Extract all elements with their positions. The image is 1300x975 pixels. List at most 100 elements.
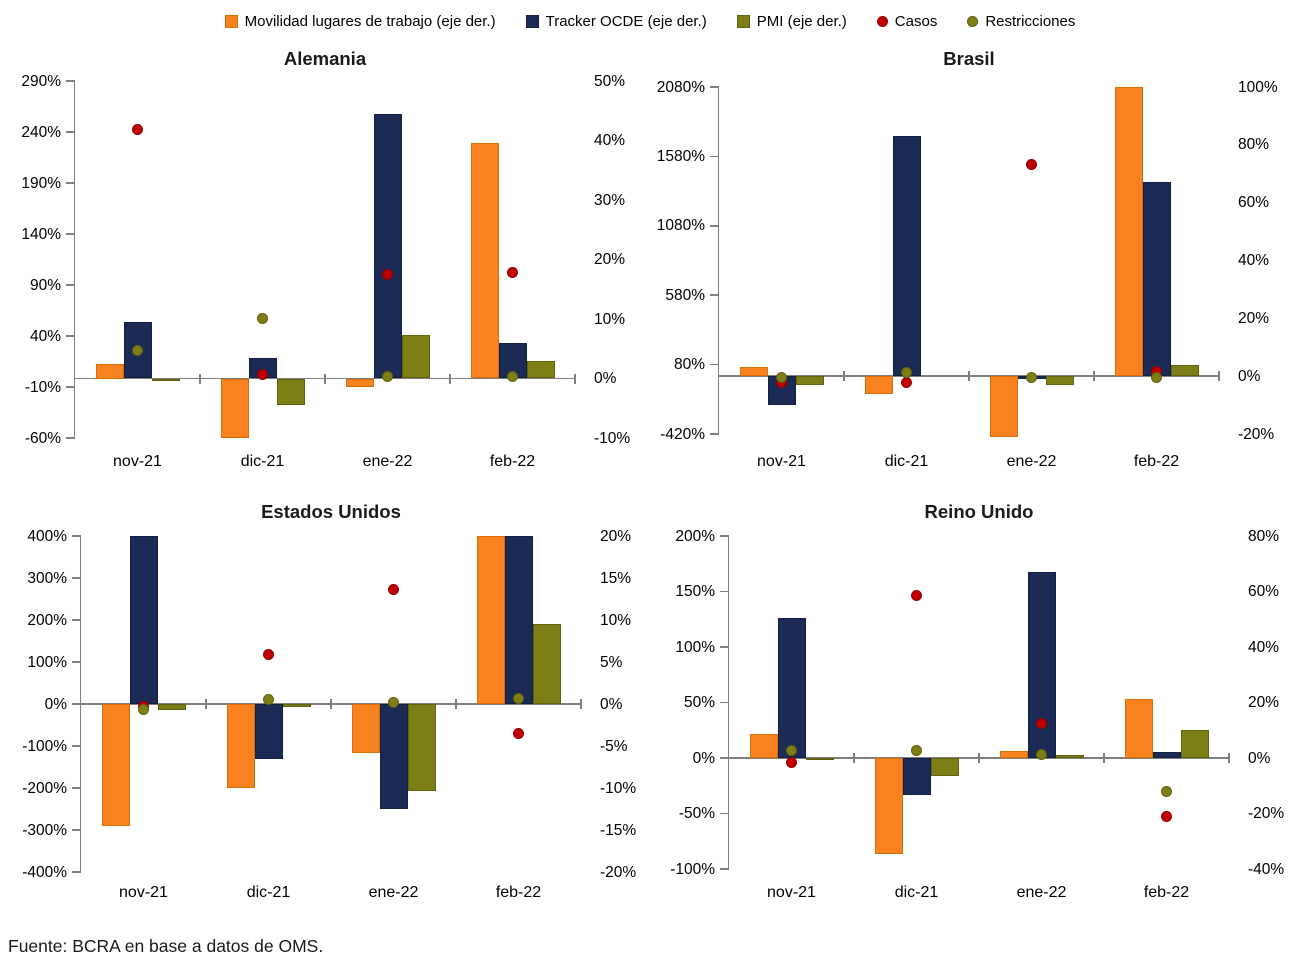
- bar-tracker: [129, 536, 158, 704]
- panel-title: Reino Unido: [924, 501, 1034, 522]
- bar-tracker: [373, 113, 402, 379]
- movilidad-legend-swatch: [224, 14, 238, 28]
- bar-movilidad: [749, 734, 778, 758]
- left-axis-tick: [710, 433, 719, 435]
- category-axis-tick: [205, 699, 207, 709]
- right-axis-tick-label: 20%: [594, 251, 626, 268]
- right-axis-tick-label: 5%: [600, 653, 623, 671]
- restricciones-dot: [1036, 749, 1047, 761]
- left-axis-tick: [710, 363, 719, 366]
- casos-dot: [1161, 811, 1172, 823]
- right-axis-tick-label: 20%: [600, 527, 632, 545]
- right-axis-tick-label: 0%: [1238, 367, 1261, 385]
- bar-pmi: [1170, 364, 1199, 377]
- bar-movilidad: [999, 750, 1028, 758]
- left-axis-tick-label: 290%: [21, 72, 61, 90]
- left-axis-tick: [72, 745, 81, 747]
- left-axis-tick: [720, 646, 729, 648]
- restricciones-dot: [507, 371, 518, 383]
- left-axis-tick-label: 190%: [21, 174, 61, 192]
- bar-tracker: [892, 136, 921, 377]
- left-axis-tick-label: -100%: [670, 860, 715, 878]
- right-axis-tick-label: -40%: [1248, 860, 1285, 878]
- right-axis-tick-label: 80%: [1238, 136, 1270, 154]
- chart-panel-estados-unidos: Estados Unidos 400% 300% 200% 100% 0% -100% -20…: [0, 488, 650, 933]
- casos-dot: [1036, 718, 1047, 730]
- restricciones-dot: [388, 697, 399, 709]
- category-axis-tick: [968, 371, 970, 382]
- left-axis-tick: [72, 871, 81, 873]
- restricciones-dot: [382, 371, 393, 383]
- left-axis-tick: [72, 577, 81, 579]
- casos-dot: [388, 583, 399, 595]
- legend-label: Movilidad lugares de trabajo (eje der.): [244, 12, 496, 30]
- bar-movilidad: [101, 704, 130, 826]
- right-axis-tick-label: -5%: [600, 737, 628, 755]
- bar-movilidad: [351, 704, 380, 753]
- bar-pmi: [151, 378, 180, 382]
- restricciones-dot: [786, 744, 797, 756]
- right-axis-tick-label: -20%: [1238, 425, 1275, 443]
- bar-pmi: [805, 758, 834, 760]
- left-axis-tick: [72, 535, 81, 537]
- bar-pmi: [1045, 376, 1074, 385]
- restricciones-dot: [1161, 785, 1172, 797]
- casos-dot: [786, 756, 797, 768]
- bar-movilidad: [345, 378, 374, 388]
- restricciones-dot: [1026, 372, 1037, 384]
- right-axis-tick-label: -10%: [600, 779, 637, 797]
- right-axis-tick-label: 40%: [1248, 638, 1280, 656]
- restricciones-dot: [911, 744, 922, 756]
- casos-dot: [257, 369, 268, 381]
- right-axis-tick-label: 10%: [594, 310, 626, 328]
- right-axis-tick-label: 10%: [600, 611, 632, 629]
- bar-movilidad: [874, 758, 903, 854]
- left-axis-tick: [710, 225, 719, 227]
- bar-pmi: [157, 704, 186, 710]
- category-label: dic-21: [240, 453, 285, 470]
- left-axis-tick: [66, 233, 75, 235]
- left-axis-tick: [72, 661, 81, 663]
- left-axis-tick-label: 100%: [27, 653, 67, 671]
- restricciones-dot: [263, 693, 274, 705]
- bar-pmi: [407, 704, 436, 792]
- bar-tracker: [504, 536, 533, 704]
- legend-item-pmi: PMI (eje der.): [736, 13, 847, 30]
- left-axis-tick: [720, 868, 729, 870]
- category-axis-tick: [978, 753, 980, 763]
- bar-pmi: [1180, 729, 1209, 758]
- legend-item-restricciones: Restricciones: [967, 13, 1075, 30]
- left-axis-tick-label: -50%: [678, 805, 715, 822]
- category-axis-tick: [1228, 753, 1230, 763]
- left-axis-tick: [72, 787, 81, 789]
- bar-movilidad: [739, 367, 768, 377]
- right-axis-tick-label: 0%: [1248, 749, 1271, 767]
- bar-pmi: [276, 378, 305, 406]
- category-label: nov-21: [113, 453, 162, 470]
- category-label: nov-21: [119, 884, 168, 901]
- right-axis-tick-label: 30%: [594, 191, 626, 209]
- left-axis-tick: [66, 284, 75, 286]
- casos-dot: [901, 377, 912, 389]
- left-axis-tick-label: 400%: [27, 527, 67, 545]
- casos-dot: [382, 269, 393, 281]
- category-label: feb-22: [1143, 884, 1190, 901]
- panel-title: Alemania: [283, 48, 367, 69]
- category-label: feb-22: [489, 453, 536, 470]
- category-axis-tick: [324, 373, 326, 384]
- right-axis-tick-label: 40%: [1238, 252, 1270, 269]
- bar-movilidad: [470, 143, 499, 379]
- legend-label: Restricciones: [985, 12, 1076, 30]
- bar-pmi: [1055, 755, 1084, 758]
- bar-movilidad: [95, 363, 124, 379]
- restricciones-dot: [257, 313, 268, 325]
- left-axis-tick: [66, 386, 75, 388]
- bar-tracker: [777, 617, 806, 758]
- panel-title: Brasil: [943, 48, 995, 69]
- bar-movilidad: [989, 376, 1018, 437]
- bar-tracker: [902, 758, 931, 795]
- left-axis-tick: [72, 829, 81, 831]
- left-axis-tick: [720, 701, 729, 704]
- bar-movilidad: [476, 536, 505, 704]
